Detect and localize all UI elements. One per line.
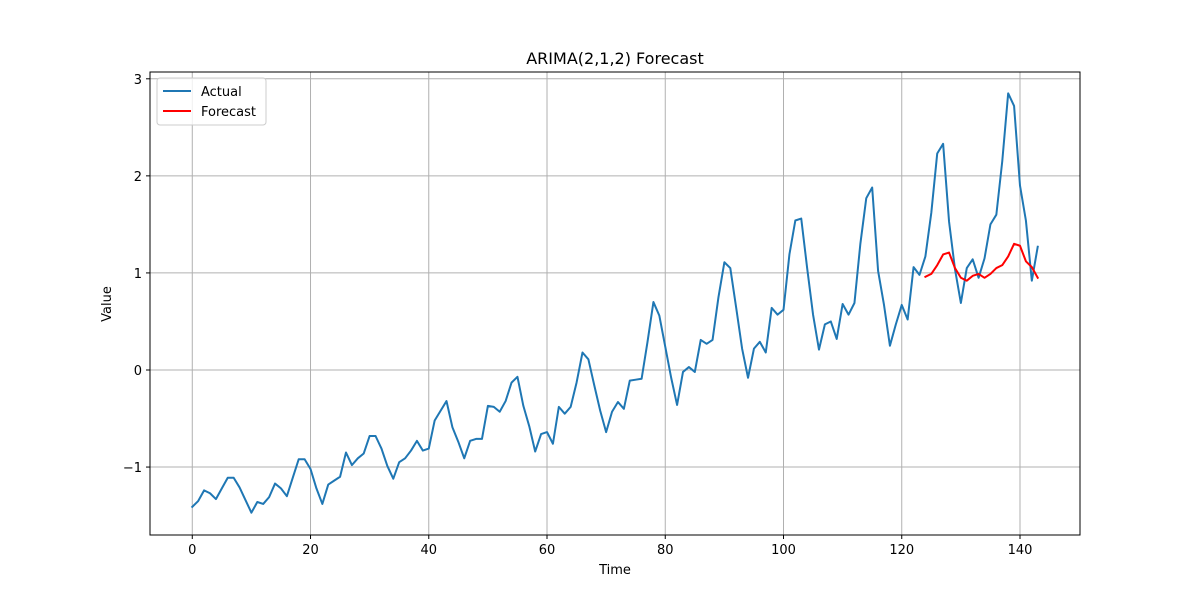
legend-label-forecast: Forecast <box>201 105 256 120</box>
series-line-forecast <box>924 242 1040 282</box>
chart-title: ARIMA(2,1,2) Forecast <box>526 49 704 68</box>
x-tick-label: 0 <box>188 543 196 558</box>
series-line-actual <box>190 92 1039 514</box>
y-tick-label: 1 <box>134 267 142 282</box>
x-tick-label: 40 <box>420 543 437 558</box>
y-tick-label: 3 <box>134 73 142 88</box>
x-tick-label: 120 <box>889 543 914 558</box>
x-tick-label: 100 <box>771 543 796 558</box>
y-tick-label: 2 <box>134 170 142 185</box>
x-axis-label: Time <box>598 563 631 578</box>
x-tick-label: 140 <box>1008 543 1033 558</box>
legend-box <box>156 77 267 126</box>
x-tick-label: 20 <box>302 543 319 558</box>
grid <box>150 72 1080 535</box>
x-tick-label: 80 <box>657 543 674 558</box>
y-tick-label: −1 <box>123 461 142 476</box>
plot-frame <box>149 71 1081 536</box>
y-tick-label: 0 <box>134 364 142 379</box>
legend: Actual Forecast <box>156 77 267 126</box>
x-tick-label: 60 <box>539 543 556 558</box>
x-axis: 0 20 40 60 80 100 120 140 <box>188 535 1032 558</box>
series-layer <box>190 92 1040 514</box>
y-axis: −1 0 1 2 3 <box>123 73 150 476</box>
y-axis-label: Value <box>100 286 115 322</box>
legend-label-actual: Actual <box>201 85 242 100</box>
